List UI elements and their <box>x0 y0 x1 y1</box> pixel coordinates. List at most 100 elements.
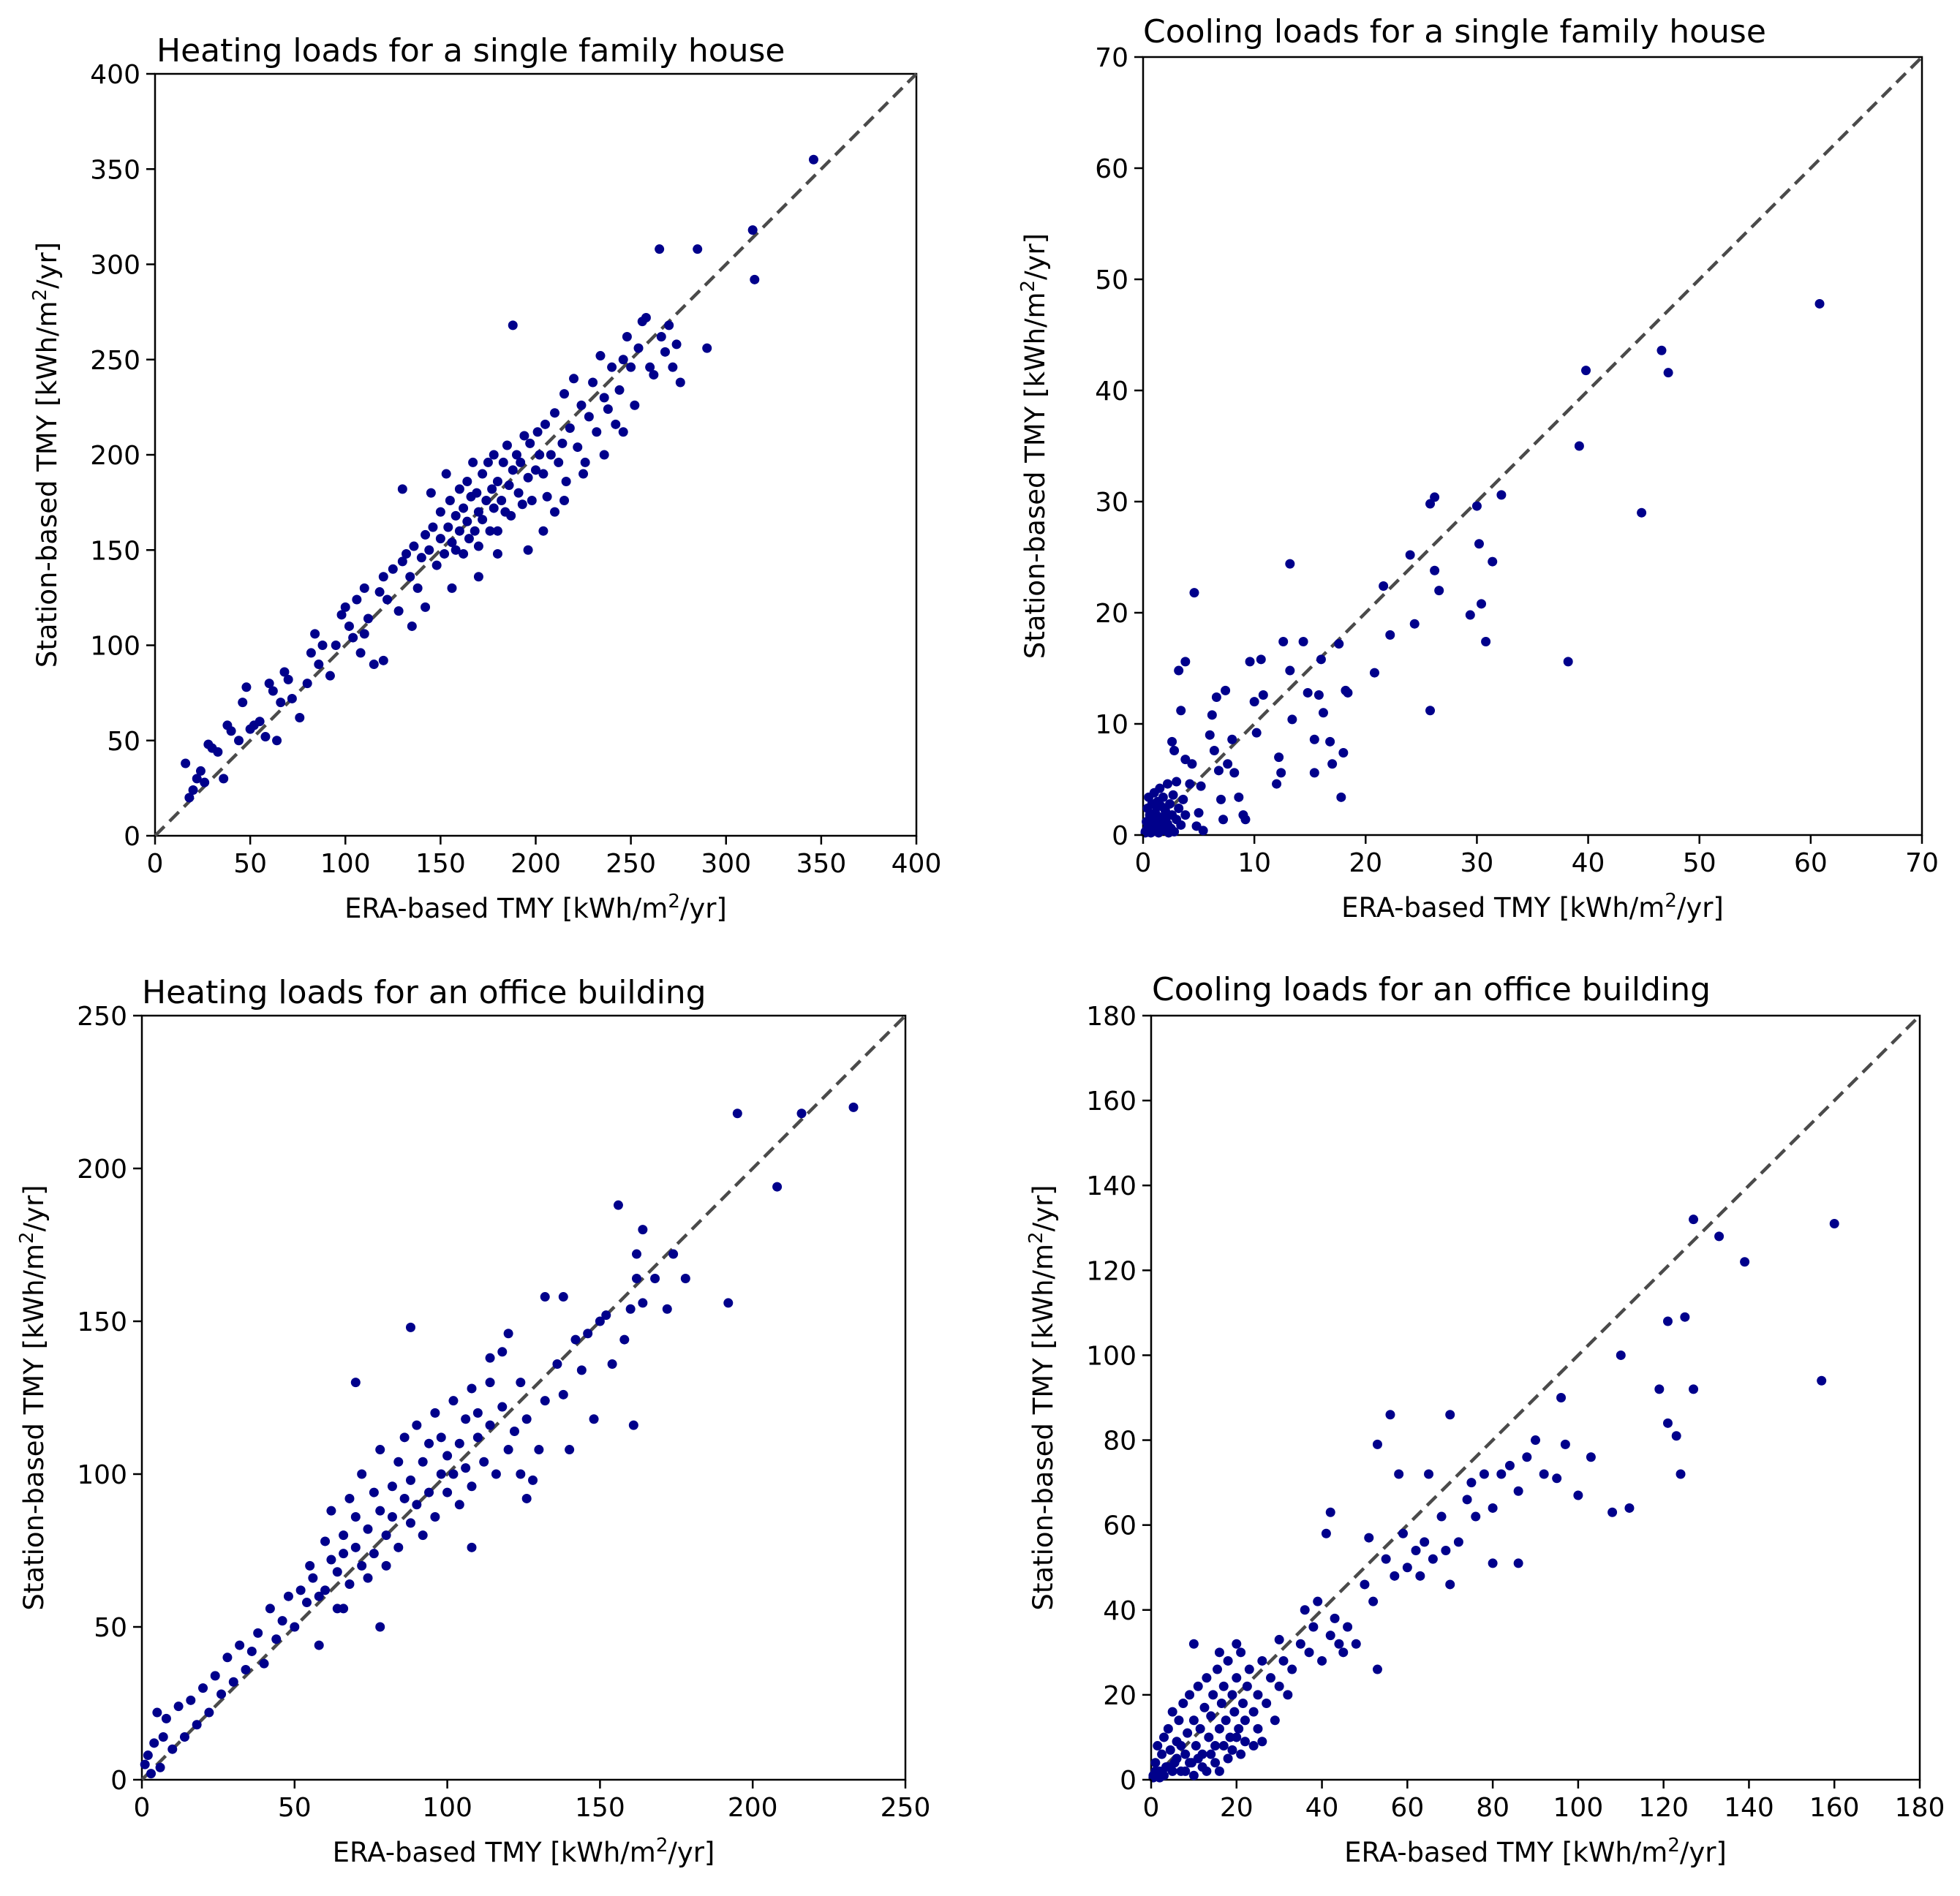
data-point <box>397 484 407 494</box>
data-point <box>1814 298 1825 309</box>
data-point <box>527 496 537 506</box>
data-point <box>1150 1758 1161 1768</box>
data-point <box>1227 1745 1237 1755</box>
y-tick-label: 20 <box>1103 1681 1137 1711</box>
data-point <box>1563 657 1573 667</box>
data-point <box>306 648 316 658</box>
data-point <box>140 1759 150 1770</box>
x-axis-label: ERA-based TMY [kWh/m2/yr] <box>344 891 727 924</box>
data-point <box>375 1506 385 1516</box>
data-point <box>599 450 609 460</box>
y-tick-label: 350 <box>90 155 140 185</box>
data-point <box>1202 1766 1212 1776</box>
data-point <box>1157 1749 1167 1759</box>
data-point <box>595 351 606 361</box>
data-point <box>1204 1732 1214 1742</box>
y-tick-label: 50 <box>1095 265 1128 295</box>
data-point <box>489 450 499 460</box>
data-point <box>1210 1741 1221 1751</box>
data-point <box>538 469 549 479</box>
data-point <box>702 343 712 353</box>
data-point <box>576 1365 587 1375</box>
y-axis-label-superscript: 2 <box>1025 1231 1047 1244</box>
y-axis-label-text: Station-based TMY [kWh/m <box>31 301 63 668</box>
data-point <box>483 457 493 467</box>
data-point <box>363 1524 373 1534</box>
data-point <box>447 537 457 548</box>
data-point <box>467 1481 477 1492</box>
data-point <box>1176 706 1186 716</box>
data-point <box>650 1273 660 1283</box>
data-point <box>1481 637 1491 647</box>
data-point <box>1405 550 1415 560</box>
data-point <box>443 522 453 532</box>
x-tick-label: 60 <box>1794 848 1828 878</box>
data-point <box>1479 1469 1489 1479</box>
data-point <box>1227 1690 1237 1700</box>
x-tick-label: 30 <box>1460 848 1494 878</box>
data-point <box>1586 1452 1596 1462</box>
data-point <box>1256 654 1266 665</box>
data-point <box>1409 619 1420 629</box>
data-point <box>618 427 628 437</box>
data-point <box>540 1396 550 1406</box>
data-point <box>497 1402 508 1412</box>
data-point <box>1229 1707 1240 1717</box>
data-point <box>287 693 297 703</box>
data-point <box>1187 759 1197 769</box>
data-point <box>1313 1596 1323 1606</box>
data-point <box>1390 1571 1400 1581</box>
data-point <box>503 1445 513 1455</box>
x-tick-label: 150 <box>575 1793 625 1823</box>
x-tick-label: 40 <box>1572 848 1605 878</box>
data-point <box>1428 1554 1438 1564</box>
data-point <box>1274 1634 1284 1644</box>
data-point <box>1180 1749 1191 1759</box>
data-point <box>576 400 587 410</box>
data-point <box>1425 706 1436 716</box>
data-point <box>405 1322 415 1332</box>
data-point <box>302 1598 312 1608</box>
data-point <box>188 785 198 795</box>
data-point <box>1207 710 1217 720</box>
data-point <box>1180 755 1191 765</box>
data-point <box>521 1414 532 1424</box>
data-point <box>485 1353 495 1363</box>
data-point <box>1159 1732 1169 1742</box>
data-point <box>478 515 488 525</box>
data-point <box>1238 1699 1248 1708</box>
data-point <box>1676 1469 1686 1479</box>
data-point <box>1270 1715 1280 1726</box>
data-point <box>664 320 674 331</box>
y-tick-label: 30 <box>1095 488 1128 518</box>
data-point <box>1262 1699 1272 1708</box>
data-point <box>1663 1418 1673 1428</box>
data-point <box>492 476 502 486</box>
data-point <box>668 1249 679 1259</box>
data-point <box>1167 1766 1177 1776</box>
data-point <box>332 1567 342 1577</box>
y-axis-label-superscript: 2 <box>29 289 51 301</box>
data-point <box>1334 1639 1344 1649</box>
data-point <box>656 331 666 341</box>
data-point <box>1338 1647 1349 1658</box>
y-axis-label-suffix: /yr] <box>18 1185 50 1231</box>
data-point <box>614 385 625 395</box>
x-axis-ticks: 0 20 40 60 80 100 120 140 160 180 <box>1143 1780 1945 1823</box>
data-point <box>448 1396 459 1406</box>
data-point <box>158 1731 168 1742</box>
y-tick-label: 50 <box>107 727 140 757</box>
data-point <box>399 1493 410 1503</box>
data-point <box>588 377 598 388</box>
data-point <box>1218 1741 1229 1751</box>
data-point <box>363 1573 373 1583</box>
data-point <box>535 450 545 460</box>
data-point <box>1165 798 1175 809</box>
data-point <box>1240 1737 1250 1747</box>
data-point <box>1663 1316 1673 1326</box>
data-point <box>1471 501 1482 511</box>
data-point <box>1145 826 1155 836</box>
data-point <box>357 1469 367 1479</box>
data-point <box>1445 1579 1455 1590</box>
